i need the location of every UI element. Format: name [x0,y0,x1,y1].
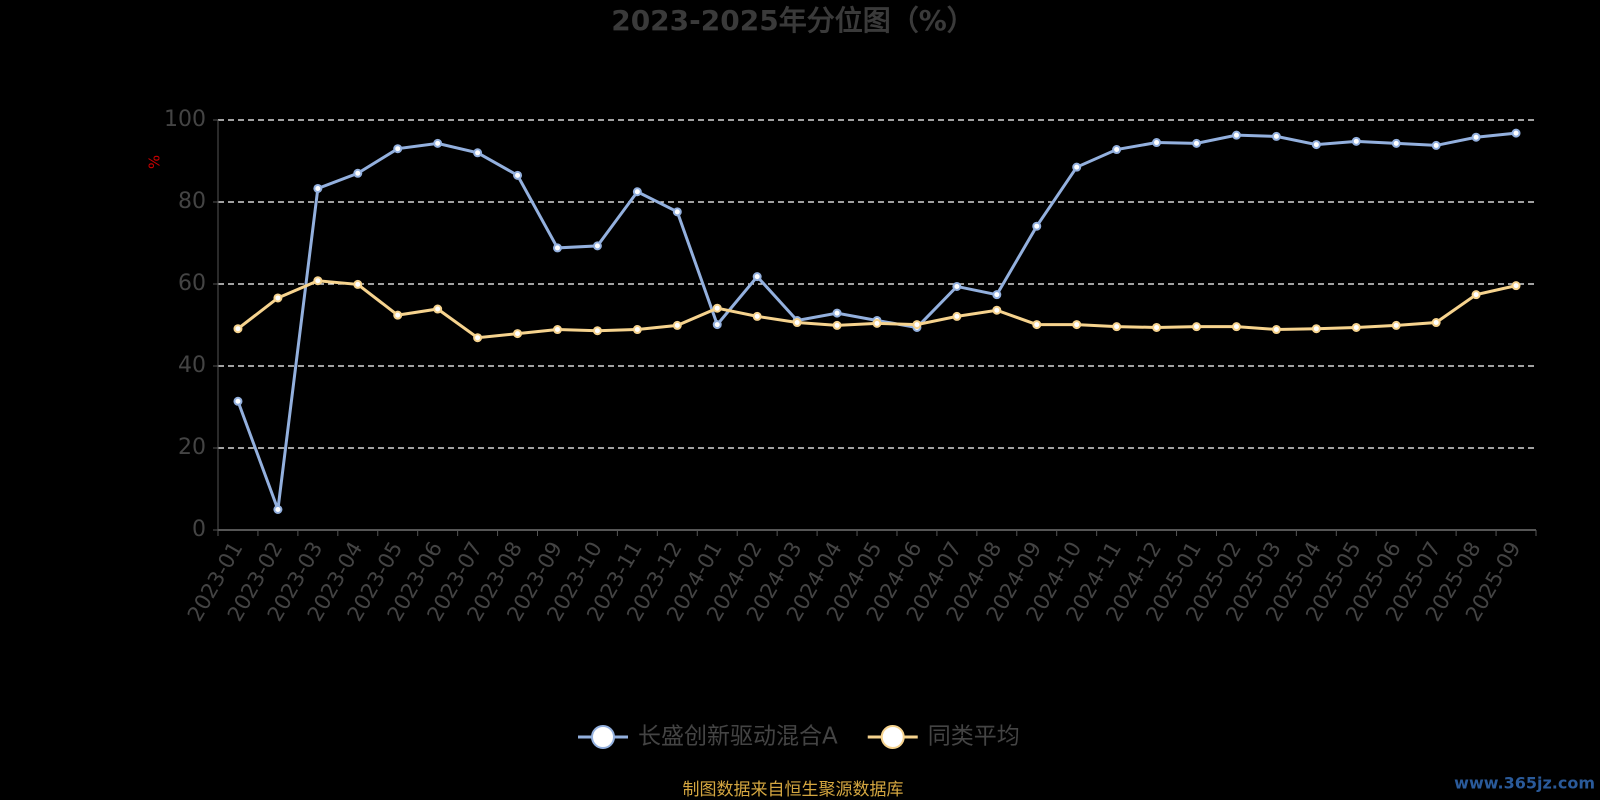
data-point [832,320,842,330]
data-point [1072,320,1082,330]
data-point [433,138,443,148]
data-point [1511,281,1521,291]
legend-label[interactable]: 同类平均 [928,724,1020,750]
data-point [952,281,962,291]
data-point [273,293,283,303]
series-line [237,279,1517,340]
data-point [473,333,483,343]
data-point [1152,138,1162,148]
data-point [1231,322,1241,332]
data-point [1192,138,1202,148]
data-point [1391,320,1401,330]
chart-title: 2023-2025年分位图（%） [611,4,975,37]
y-tick-label: 40 [178,353,206,378]
legend-marker[interactable] [880,725,905,749]
data-point [632,325,642,335]
data-point [393,310,403,320]
data-point [1471,290,1481,300]
data-point [632,187,642,197]
data-point [353,279,363,289]
data-point [1032,320,1042,330]
data-point [672,320,682,330]
data-point [992,290,1002,300]
data-point [1271,131,1281,141]
watermark: www.365jz.com [1454,774,1595,793]
y-axis-label: % [146,155,164,169]
y-tick-label: 60 [178,271,206,296]
data-point [832,308,842,318]
y-tick-label: 100 [164,107,206,132]
source-note: 制图数据来自恒生聚源数据库 [683,780,904,800]
data-point [1351,322,1361,332]
data-point [1431,140,1441,150]
data-point [1112,145,1122,155]
data-point [473,148,483,158]
data-point [1351,136,1361,146]
data-point [752,311,762,321]
data-point [712,303,722,313]
data-point [393,144,403,154]
data-point [872,318,882,328]
data-point [313,276,323,286]
data-point [752,272,762,282]
data-point [1072,162,1082,172]
data-point [513,170,523,180]
data-point [592,241,602,251]
data-point [1192,322,1202,332]
data-point [1032,221,1042,231]
data-point [1271,325,1281,335]
data-point [273,505,283,514]
data-point [672,207,682,217]
data-point [952,311,962,321]
data-point [233,324,243,334]
data-point [992,305,1002,315]
data-point [712,320,722,330]
data-point [1112,322,1122,332]
data-point [1231,130,1241,140]
data-point [552,243,562,253]
data-point [1471,132,1481,142]
data-point [592,326,602,336]
data-point [1391,138,1401,148]
data-point [552,325,562,335]
y-tick-label: 80 [178,189,206,214]
data-point [1311,140,1321,150]
y-tick-label: 0 [192,517,206,542]
data-point [792,318,802,328]
data-point [1152,322,1162,332]
data-point [1511,128,1521,138]
data-point [912,320,922,330]
data-point [1311,324,1321,334]
data-point [513,329,523,339]
legend-marker[interactable] [591,725,615,749]
y-tick-label: 20 [178,435,206,460]
data-point [1431,318,1441,328]
legend-label[interactable]: 长盛创新驱动混合A [638,724,838,750]
data-point [313,183,323,193]
data-point [433,304,443,314]
data-point [353,168,363,178]
data-point [233,396,243,406]
